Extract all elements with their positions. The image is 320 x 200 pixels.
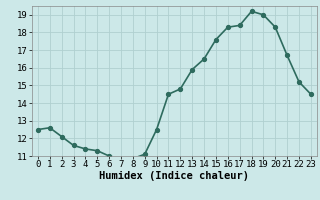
X-axis label: Humidex (Indice chaleur): Humidex (Indice chaleur) [100, 171, 249, 181]
